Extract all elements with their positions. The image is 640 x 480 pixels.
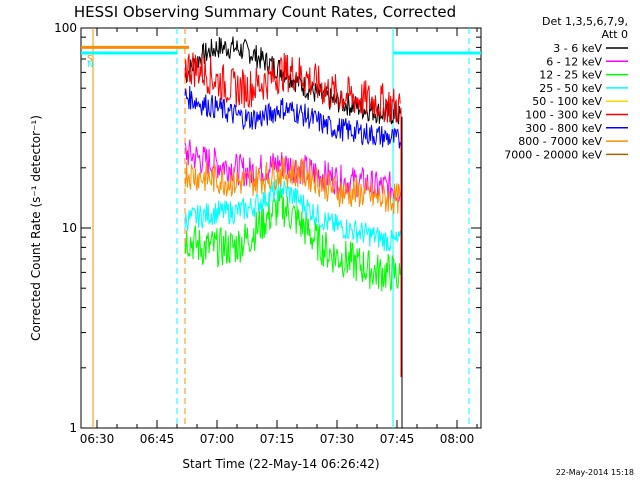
series-line-300-800kev — [184, 85, 401, 149]
legend-label: 6 - 12 keV — [546, 55, 602, 68]
series-line-3-6kev — [184, 36, 401, 125]
x-tick-label: 06:30 — [80, 432, 115, 446]
legend-label: 25 - 50 keV — [539, 82, 602, 95]
series-line-100-300kev — [184, 52, 401, 124]
legend-header-attenuator: Att 0 — [602, 28, 628, 41]
chart-title: HESSI Observing Summary Count Rates, Cor… — [74, 3, 456, 21]
legend-label: 50 - 100 keV — [532, 95, 602, 108]
legend-label: 12 - 25 keV — [539, 69, 602, 82]
x-tick-label: 07:00 — [200, 432, 235, 446]
legend-label: 7000 - 20000 keV — [504, 148, 602, 161]
legend-label: 300 - 800 keV — [525, 122, 602, 135]
plot-frame — [80, 27, 482, 429]
plot-timestamp: 22-May-2014 15:18 — [556, 468, 634, 477]
x-tick-label: 07:15 — [260, 432, 295, 446]
legend-header-detectors: Det 1,3,5,6,7,9, — [542, 15, 628, 28]
x-tick-label: 07:30 — [320, 432, 355, 446]
flag-label: N — [87, 60, 94, 70]
legend-label: 3 - 6 keV — [553, 42, 602, 55]
x-axis-label: Start Time (22-May-14 06:26:42) — [182, 457, 379, 471]
y-tick-label: 10 — [62, 221, 77, 235]
flag-label: S — [87, 54, 93, 64]
x-tick-label: 08:00 — [440, 432, 475, 446]
series-line-800-7000kev — [184, 156, 401, 215]
y-axis-label: Corrected Count Rate (s⁻¹ detector⁻¹) — [29, 115, 43, 341]
x-tick-label: 06:45 — [140, 432, 175, 446]
legend-label: 800 - 7000 keV — [518, 135, 602, 148]
x-tick-label: 07:45 — [380, 432, 415, 446]
legend-label: 100 - 300 keV — [525, 109, 602, 122]
series-line-25-50kev — [184, 176, 401, 253]
series-line-12-25kev — [184, 187, 401, 292]
y-tick-label: 100 — [54, 21, 77, 35]
y-tick-label: 1 — [69, 421, 77, 435]
